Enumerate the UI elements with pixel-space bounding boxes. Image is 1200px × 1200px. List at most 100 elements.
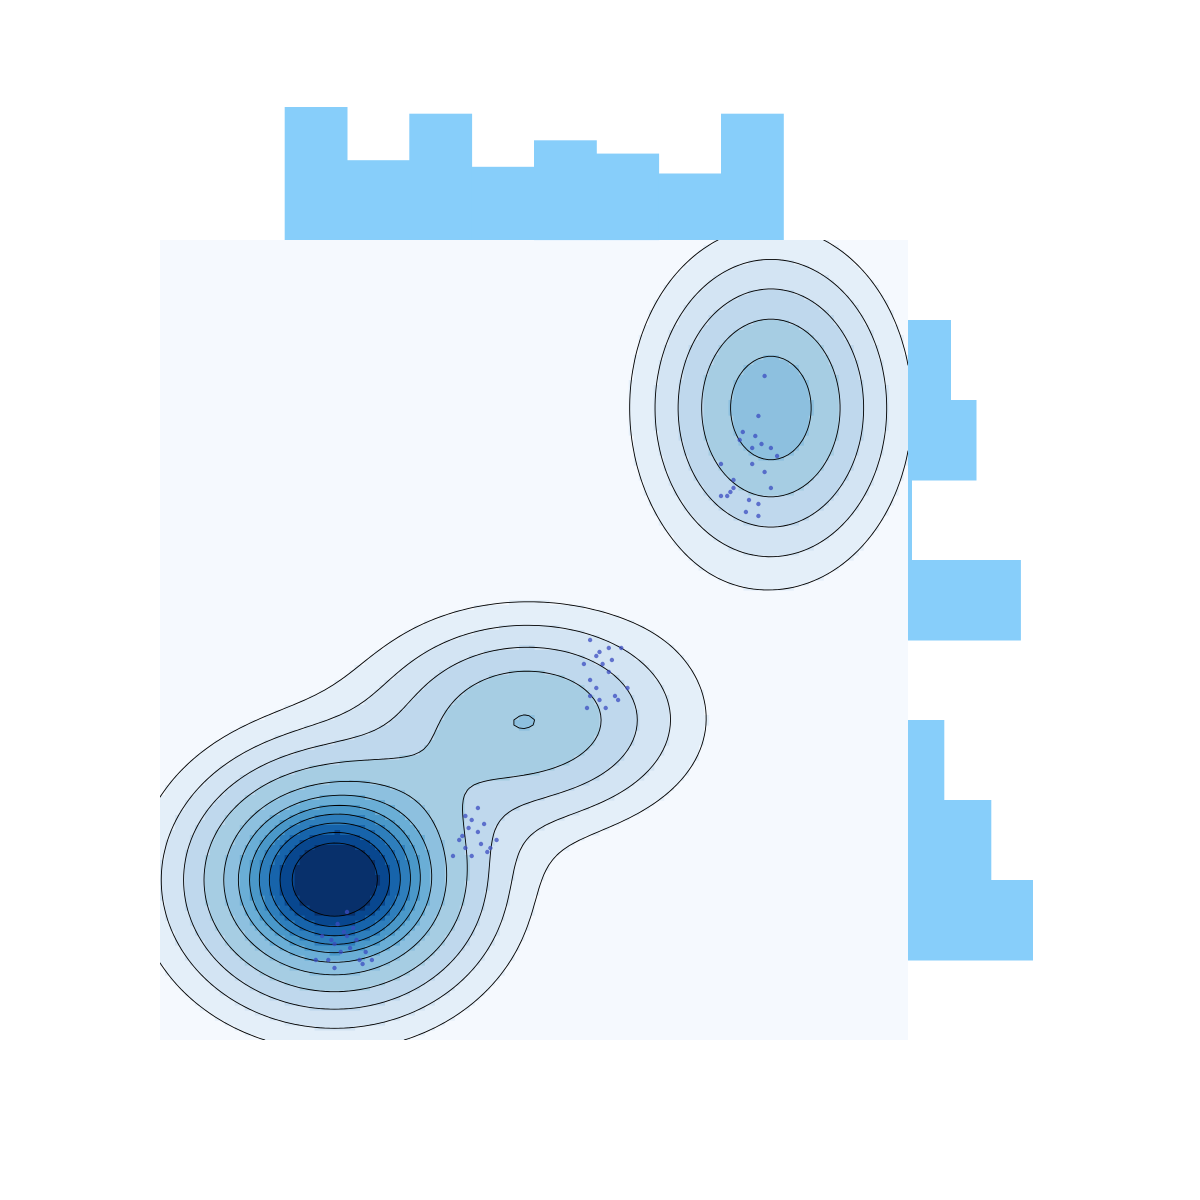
scatter-point [581,661,587,667]
scatter-point [728,489,733,495]
marginal-y-bar [908,320,951,401]
scatter-point [335,921,340,927]
scatter-point [625,685,630,691]
scatter-point [606,645,611,651]
scatter-point [313,957,318,963]
scatter-point [354,937,359,943]
scatter-point [332,941,337,947]
kde-contour-line-2 [160,258,888,1029]
marginal-x-bar [409,113,473,240]
kde-fill-region [294,845,381,916]
marginal-x-bar [347,160,410,240]
scatter-point [587,677,593,683]
scatter-point [341,929,347,935]
scatter-point [475,805,481,811]
scatter-point [344,909,350,915]
marginal-x-bar [471,166,535,240]
marginal-x-bar [596,153,660,241]
scatter-point [587,637,593,643]
scatter-point [768,485,774,491]
scatter-point [360,961,365,967]
scatter-point [762,469,767,475]
scatter-point [606,669,611,675]
scatter-point [759,441,764,447]
scatter-point [326,957,331,963]
scatter-point [469,817,474,823]
kde-contour-line-11 [291,842,378,917]
scatter-point [319,933,325,939]
scatter-point [485,849,490,855]
marginal-x-bar [284,107,348,240]
marginal-y-bar [908,800,992,881]
kde-contour-line-8 [258,813,411,945]
kde-contour-line-6 [237,794,433,963]
scatter-point [600,661,605,667]
scatter-point [463,845,468,851]
scatter-point [609,657,615,663]
scatter-point [743,509,749,515]
kde-contour-line-7 [249,804,421,954]
scatter-point [457,837,462,843]
scatter-point [463,813,468,819]
scatter-point [753,433,758,439]
marginal-x-bar [658,173,722,240]
scatter-point [338,949,343,955]
scatter-point [344,933,350,939]
scatter-point [718,461,724,467]
scatter-point [615,697,621,703]
scatter-point [594,685,599,691]
kde-contour-line-3 [183,288,865,1010]
scatter-point [774,453,780,459]
scatter-point [750,445,755,451]
scatter-point [756,413,761,419]
scatter-point [494,837,499,843]
scatter-point [619,645,624,651]
marginal-x-bar [534,140,597,241]
marginal-y-bar [908,400,977,481]
scatter-point [597,697,602,703]
scatter-point [466,825,471,831]
marginal-y-bar [908,880,1033,961]
scatter-point [357,957,362,963]
kde-contour-line-4 [203,318,841,993]
scatter-point [737,437,742,443]
scatter-point [363,949,368,955]
scatter-point [587,693,593,699]
scatter-point [347,945,353,951]
marginal-y-bar [908,560,1021,641]
scatter-point [762,373,767,379]
scatter-point [603,705,608,711]
scatter-point [450,853,456,859]
scatter-point [597,649,602,655]
scatter-point [481,821,487,827]
scatter-point [612,693,618,699]
scatter-points [313,373,780,971]
scatter-point [768,445,774,451]
scatter-point [329,937,334,943]
kde-fill-band-11 [294,845,381,916]
scatter-point [475,829,481,835]
scatter-point [369,957,375,963]
kde-contour-line-1 [160,240,908,1040]
scatter-point [731,477,736,483]
kde-contour-line-10 [279,831,391,928]
marginal-y-bar [908,480,912,561]
scatter-point [351,925,356,931]
kde-contour-line-9 [268,822,401,937]
scatter-point [584,705,590,711]
scatter-point [488,845,493,851]
marginal-histogram-x [284,107,784,241]
scatter-point [460,833,465,839]
scatter-point [750,461,755,467]
scatter-point [731,485,736,491]
scatter-point [469,853,474,859]
kde-contours [160,240,908,1040]
scatter-point [718,493,724,499]
scatter-point [478,841,484,847]
scatter-point [725,493,730,499]
marginal-x-bar [721,113,784,240]
marginal-histogram-y [908,320,1033,961]
scatter-point [756,501,761,507]
scatter-point [594,653,599,659]
